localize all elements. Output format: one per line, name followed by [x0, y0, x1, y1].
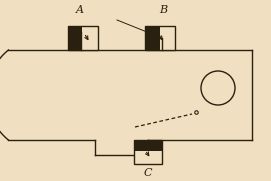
Bar [134, 140, 162, 151]
Circle shape [201, 71, 235, 105]
Bar [145, 26, 160, 50]
Bar [68, 26, 82, 50]
Text: B: B [159, 5, 167, 15]
Bar [145, 26, 175, 50]
Bar [68, 26, 98, 50]
Text: A: A [76, 5, 84, 15]
Bar [134, 140, 162, 164]
Text: C: C [144, 168, 152, 178]
Polygon shape [0, 50, 252, 155]
